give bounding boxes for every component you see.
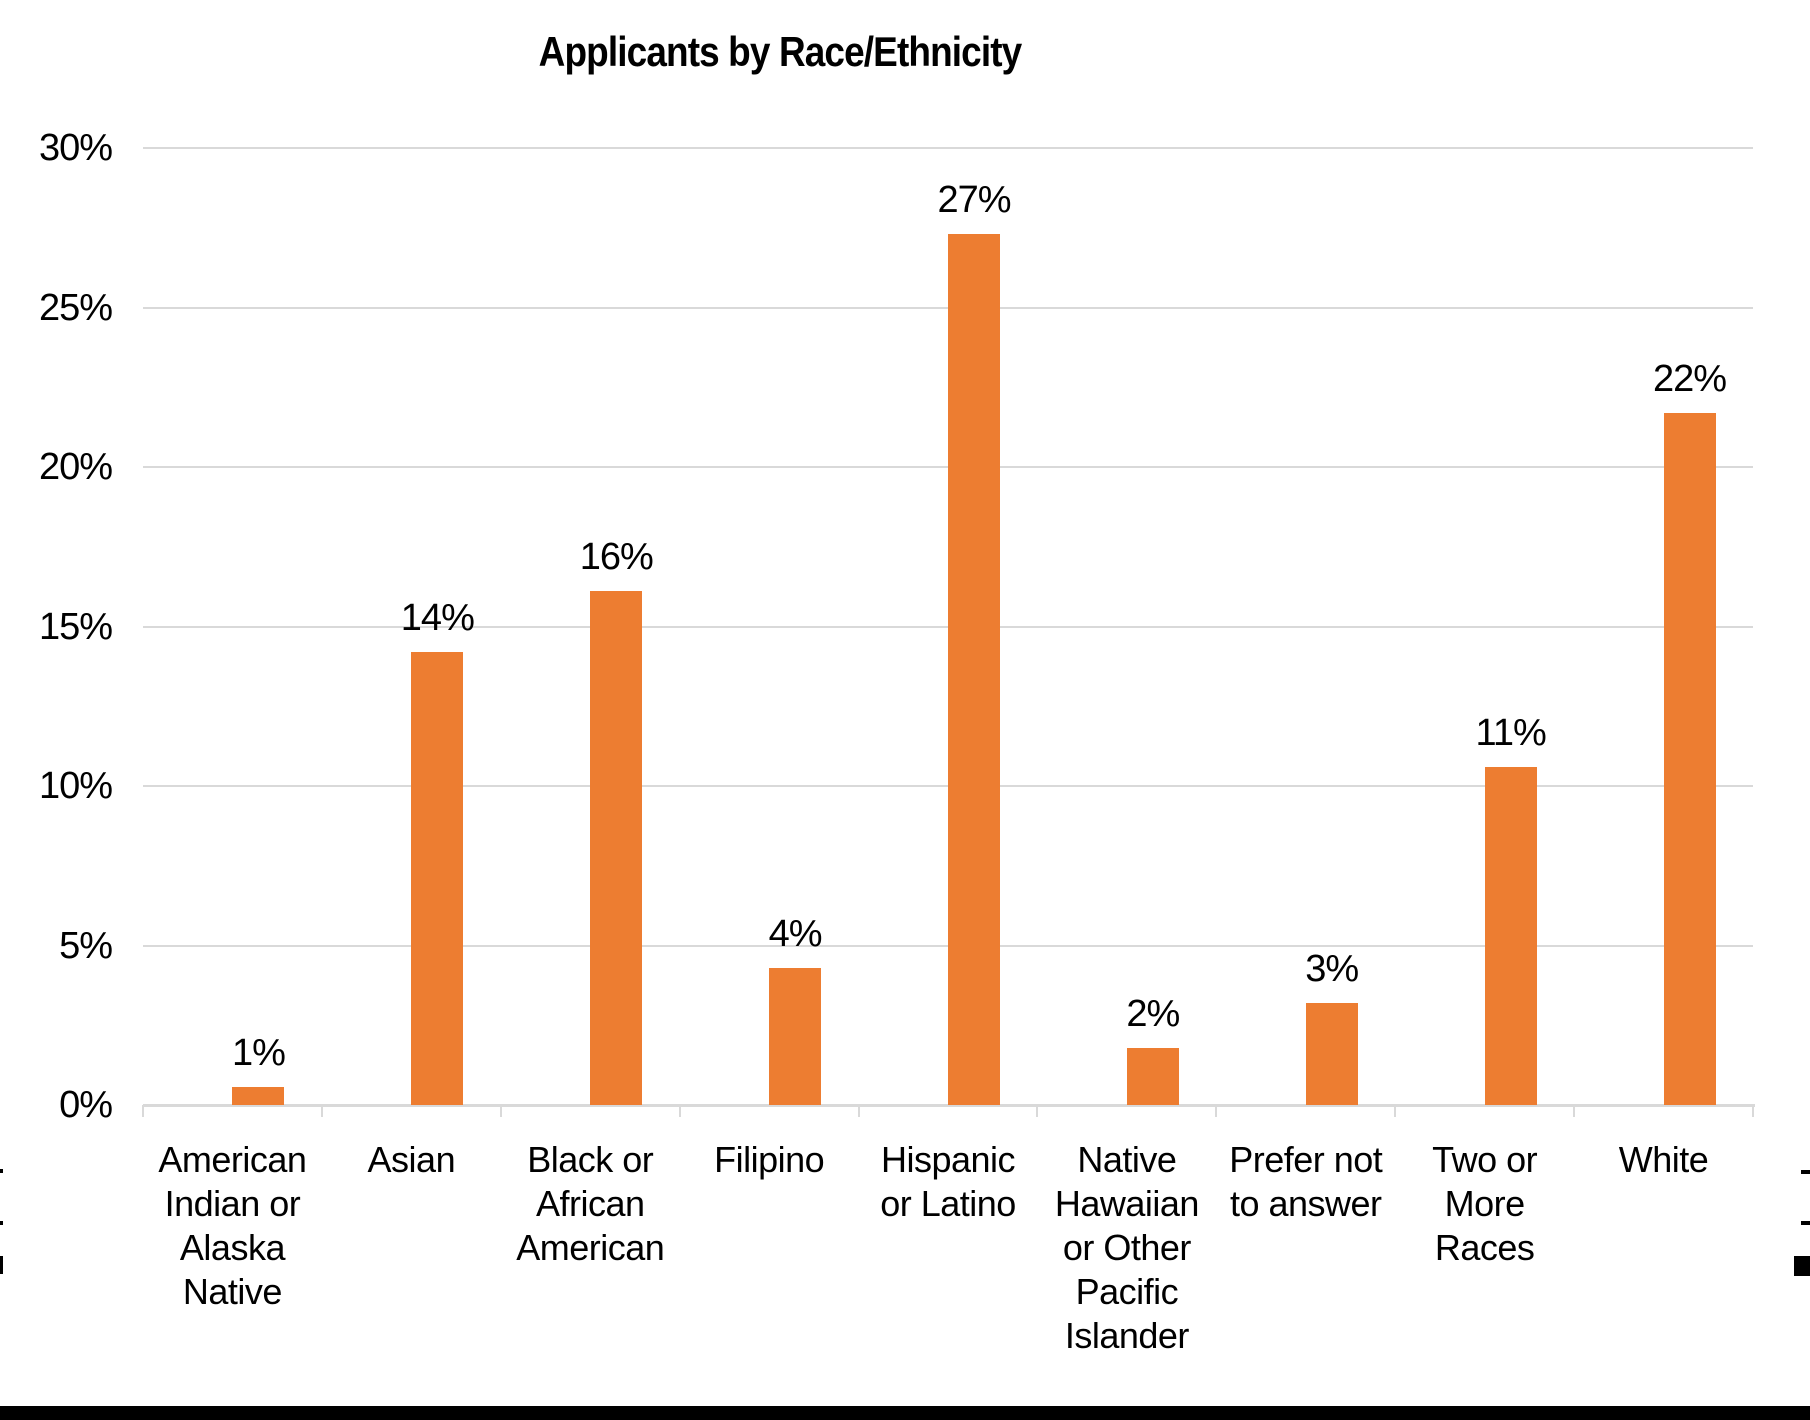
bar-native-hawaiian-or-other-pacific-islander <box>1126 1047 1179 1105</box>
y-axis-label: 15% <box>38 605 113 648</box>
bar-value-label: 22% <box>1653 357 1727 400</box>
x-axis-label-line: More <box>1444 1183 1526 1224</box>
cropped-text-fragment-left-1 <box>0 1169 3 1173</box>
cropped-text-fragment-right-3 <box>1794 1256 1810 1276</box>
x-axis-label-line: Indian or <box>164 1183 301 1224</box>
y-axis-label: 30% <box>38 127 113 169</box>
gridline-30% <box>143 147 1753 149</box>
x-axis-label: American Indian or Alaska Native <box>137 1138 327 1314</box>
y-axis-label: 20% <box>38 446 113 488</box>
bar-value-label: 3% <box>1305 947 1359 990</box>
y-axis-label: 25% <box>38 286 113 329</box>
bar-two-or-more-races <box>1484 766 1537 1105</box>
x-axis-label: Hispanic or Latino <box>853 1138 1043 1226</box>
x-axis-label-line: Races <box>1434 1227 1535 1268</box>
x-axis-label: Filipino <box>674 1138 864 1182</box>
cropped-text-fragment-left-3 <box>0 1256 3 1274</box>
x-axis-label: Two or More Races <box>1390 1138 1580 1270</box>
x-axis-label: Black or African American <box>495 1138 685 1270</box>
cropped-text-fragment-right-2 <box>1801 1221 1810 1225</box>
x-axis-label-line: Two or <box>1432 1139 1538 1180</box>
x-axis-tick <box>320 1105 323 1117</box>
y-axis-label: 10% <box>38 765 113 807</box>
x-axis-label-line: Alaska <box>179 1227 286 1268</box>
x-axis-label-line: Pacific <box>1075 1271 1179 1312</box>
bar-hispanic-or-latino <box>948 234 1000 1105</box>
x-axis-label-line: to answer <box>1229 1183 1382 1224</box>
x-axis-label-line: American <box>158 1139 307 1180</box>
x-axis-tick <box>1215 1105 1218 1117</box>
bar-value-label: 11% <box>1475 711 1547 754</box>
x-axis-label-line: or Other <box>1062 1227 1192 1268</box>
x-axis-label-line: Filipino <box>714 1139 825 1180</box>
x-axis-label-line: or Latino <box>880 1183 1016 1224</box>
bar-prefer-not-to-answer <box>1305 1002 1358 1105</box>
y-axis-label: 0% <box>59 1084 113 1126</box>
bar-value-label: 1% <box>231 1032 286 1075</box>
x-axis-tick <box>1394 1105 1397 1117</box>
page-bottom-rule <box>0 1406 1810 1420</box>
x-axis-tick <box>1036 1105 1039 1117</box>
x-axis-label-line: White <box>1618 1139 1709 1180</box>
cropped-text-fragment-right-1 <box>1801 1170 1810 1174</box>
x-axis-label-line: Native <box>182 1271 283 1312</box>
x-axis-tick <box>678 1105 681 1117</box>
x-axis-label: Native Hawaiian or Other Pacific Islander <box>1032 1138 1222 1358</box>
x-axis-label-line: American <box>516 1227 665 1268</box>
x-axis-label-line: Black or <box>527 1139 654 1180</box>
x-axis-label: Asian <box>316 1138 506 1182</box>
x-axis-tick <box>1573 1105 1576 1117</box>
x-axis-label-line: African <box>535 1183 645 1224</box>
x-axis-label-line: Islander <box>1064 1315 1190 1356</box>
x-axis-tick <box>857 1105 860 1117</box>
bar-value-label: 16% <box>579 536 654 579</box>
x-axis-label-line: Hawaiian <box>1054 1183 1200 1224</box>
bar-value-label: 4% <box>768 912 823 955</box>
x-axis-baseline <box>143 1104 1755 1107</box>
x-axis-label-line: Hispanic <box>880 1139 1016 1180</box>
y-axis-label: 5% <box>59 924 113 967</box>
x-axis-tick <box>499 1105 502 1117</box>
x-axis-label: Prefer not to answer <box>1211 1138 1401 1226</box>
chart-title: Applicants by Race/Ethnicity <box>538 28 1023 75</box>
bar-american-indian-or-alaska-native <box>232 1087 285 1105</box>
x-axis-label-line: Asian <box>367 1139 456 1180</box>
x-axis-label-line: Native <box>1077 1139 1177 1180</box>
x-axis-tick <box>142 1105 144 1117</box>
x-axis-tick <box>1752 1105 1754 1117</box>
x-axis-label-line: Prefer not <box>1229 1139 1383 1180</box>
x-axis-label: White <box>1569 1138 1759 1182</box>
cropped-text-fragment-left-2 <box>0 1221 3 1225</box>
bar-white <box>1663 412 1716 1105</box>
bar-value-label: 27% <box>937 179 1011 222</box>
bar-value-label: 2% <box>1126 992 1180 1035</box>
bar-value-label: 14% <box>400 597 475 640</box>
bar-asian <box>411 652 464 1105</box>
bar-black-or-african-american <box>590 591 643 1105</box>
bar-filipino <box>769 967 822 1105</box>
